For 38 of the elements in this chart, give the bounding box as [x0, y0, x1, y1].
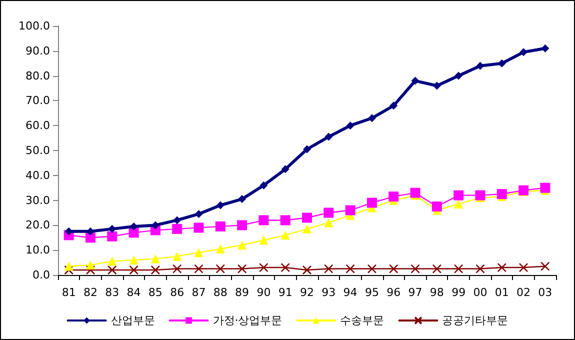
x-tick-label: 84: [126, 286, 141, 299]
legend-label: 가정·상업부문: [212, 314, 282, 327]
y-tick-label: 50.0: [26, 144, 50, 157]
y-tick-label: 40.0: [26, 168, 50, 182]
legend-label: 공공기타부문: [442, 314, 508, 327]
y-tick-label: 60.0: [26, 119, 50, 132]
x-tick-label: 01: [494, 286, 509, 299]
x-tick-label: 90: [256, 286, 271, 299]
x-tick-label: 98: [430, 286, 444, 299]
x-tick-label: 99: [452, 286, 466, 299]
y-tick-label: 0.0: [32, 268, 50, 282]
y-tick-label: 10.0: [26, 244, 50, 257]
x-tick-label: 96: [386, 286, 401, 299]
y-tick-label: 80.0: [26, 69, 50, 82]
y-tick-label: 100.0: [18, 20, 50, 32]
y-tick-label: 70.0: [26, 94, 50, 108]
x-tick-label: 91: [278, 286, 292, 299]
x-tick-label: 87: [192, 286, 206, 299]
x-tick-label: 03: [538, 286, 552, 299]
x-tick-label: 00: [473, 286, 488, 299]
x-tick-label: 02: [516, 286, 531, 299]
y-tick-label: 30.0: [26, 194, 50, 207]
x-tick-label: 86: [170, 286, 184, 299]
x-tick-label: 94: [343, 286, 358, 299]
y-tick-label: 90.0: [26, 44, 50, 58]
x-tick-label: 89: [235, 286, 250, 299]
x-tick-label: 92: [300, 286, 314, 299]
x-tick-label: 93: [322, 286, 336, 299]
y-tick-label: 20.0: [26, 218, 50, 232]
legend-label: 산업부문: [110, 314, 155, 327]
x-tick-label: 81: [62, 286, 76, 299]
x-tick-label: 88: [213, 286, 228, 299]
legend-label: 수송부문: [340, 314, 384, 327]
x-tick-label: 83: [105, 286, 120, 299]
x-tick-label: 95: [364, 286, 379, 299]
x-tick-label: 82: [83, 286, 98, 299]
x-tick-label: 85: [148, 286, 162, 299]
x-tick-label: 97: [408, 286, 422, 299]
